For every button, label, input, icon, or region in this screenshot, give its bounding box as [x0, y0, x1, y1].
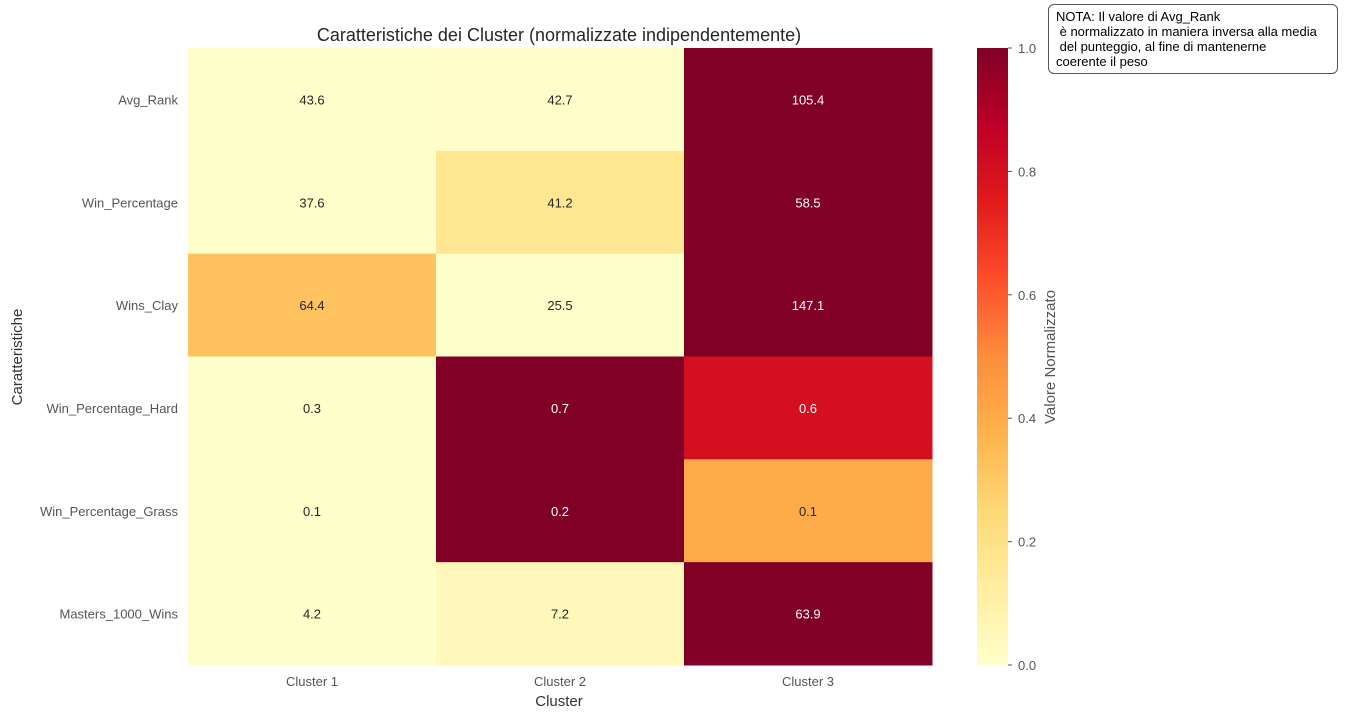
y-axis-label: Caratteristiche — [9, 309, 26, 406]
row-tick-label: Wins_Clay — [116, 298, 179, 313]
heatmap-cell — [436, 356, 685, 460]
colorbar-tick-label: 0.4 — [1018, 411, 1036, 426]
cell-value-label: 147.1 — [792, 298, 825, 313]
note-line: coerente il peso — [1056, 54, 1148, 69]
cell-value-label: 0.1 — [303, 504, 321, 519]
cell-value-label: 63.9 — [795, 607, 820, 622]
cell-value-label: 0.7 — [551, 401, 569, 416]
heatmap-cell — [436, 459, 685, 563]
cell-value-label: 0.2 — [551, 504, 569, 519]
column-tick-label: Cluster 2 — [534, 674, 586, 689]
heatmap-cell — [188, 150, 437, 255]
heatmap-cell — [436, 48, 685, 152]
cell-value-label: 58.5 — [795, 195, 820, 210]
note-line: è normalizzato in maniera inversa alla m… — [1056, 24, 1317, 39]
row-tick-label: Win_Percentage_Grass — [40, 504, 179, 519]
heatmap-cell — [188, 48, 437, 152]
heatmap-cell — [684, 562, 933, 666]
cell-value-label: 0.1 — [799, 504, 817, 519]
heatmap-cell — [436, 253, 685, 357]
colorbar-tick-label: 0.6 — [1018, 288, 1036, 303]
cell-value-label: 42.7 — [547, 92, 572, 107]
heatmap-cell — [188, 562, 437, 666]
colorbar-tick-label: 0.8 — [1018, 164, 1036, 179]
row-tick-label: Avg_Rank — [118, 92, 178, 107]
colorbar-tick-label: 0.0 — [1018, 658, 1036, 673]
colorbar-tick-label: 0.2 — [1018, 535, 1036, 550]
colorbar-label: Valore Normalizzato — [1042, 290, 1059, 424]
row-tick-label: Masters_1000_Wins — [60, 607, 179, 622]
heatmap-cell — [188, 459, 437, 563]
cell-value-label: 43.6 — [299, 92, 324, 107]
cell-value-label: 4.2 — [303, 607, 321, 622]
heatmap-cell — [684, 150, 933, 255]
colorbar-tick-label: 1.0 — [1018, 41, 1036, 56]
heatmap-cell — [436, 150, 685, 255]
column-tick-label: Cluster 3 — [782, 674, 834, 689]
row-tick-label: Win_Percentage_Hard — [46, 401, 178, 416]
cell-value-label: 0.6 — [799, 401, 817, 416]
note-line: del punteggio, al fine di mantenerne — [1056, 39, 1267, 54]
heatmap-cell — [684, 48, 933, 152]
cell-value-label: 105.4 — [792, 92, 825, 107]
cell-value-label: 7.2 — [551, 607, 569, 622]
cell-value-label: 0.3 — [303, 401, 321, 416]
heatmap-cell — [436, 562, 685, 666]
column-tick-label: Cluster 1 — [286, 674, 338, 689]
cell-value-label: 41.2 — [547, 195, 572, 210]
note-line: NOTA: Il valore di Avg_Rank — [1056, 9, 1221, 24]
x-axis-label: Cluster — [535, 693, 583, 710]
cell-value-label: 37.6 — [299, 195, 324, 210]
heatmap-cell — [684, 459, 933, 563]
note-box: NOTA: Il valore di Avg_Rank è normalizza… — [1048, 4, 1338, 74]
colorbar — [977, 48, 1008, 665]
row-tick-label: Win_Percentage — [82, 195, 178, 210]
chart-title: Caratteristiche dei Cluster (normalizzat… — [317, 25, 801, 45]
cell-value-label: 64.4 — [299, 298, 324, 313]
heatmap-cell — [684, 253, 933, 357]
heatmap-cell — [188, 356, 437, 460]
heatmap-cell — [684, 356, 933, 460]
heatmap-cell — [188, 253, 437, 357]
cell-value-label: 25.5 — [547, 298, 572, 313]
